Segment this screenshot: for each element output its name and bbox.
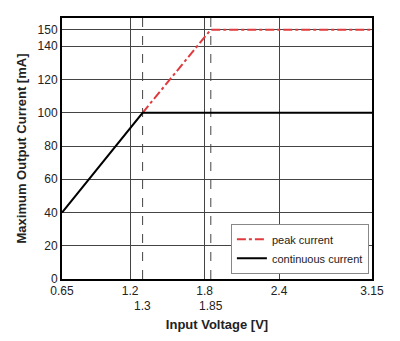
svg-text:peak current: peak current [272, 234, 333, 246]
svg-text:40: 40 [44, 206, 58, 220]
svg-text:80: 80 [44, 139, 58, 153]
svg-text:60: 60 [44, 172, 58, 186]
svg-text:0.65: 0.65 [50, 284, 74, 298]
svg-text:Maximum Output Current [mA]: Maximum Output Current [mA] [14, 54, 29, 244]
svg-text:20: 20 [44, 239, 58, 253]
svg-text:150: 150 [38, 23, 58, 37]
svg-text:continuous current: continuous current [272, 253, 363, 265]
svg-text:1.3: 1.3 [134, 299, 151, 313]
svg-text:3.15: 3.15 [360, 284, 384, 298]
svg-text:1.8: 1.8 [196, 284, 213, 298]
svg-text:120: 120 [38, 73, 58, 87]
svg-text:2.4: 2.4 [271, 284, 288, 298]
svg-text:0: 0 [51, 272, 58, 286]
svg-text:1.85: 1.85 [199, 299, 223, 313]
svg-text:140: 140 [38, 39, 58, 53]
svg-text:Input Voltage [V]: Input Voltage [V] [166, 317, 268, 332]
svg-text:1.2: 1.2 [122, 284, 139, 298]
svg-text:100: 100 [38, 106, 58, 120]
